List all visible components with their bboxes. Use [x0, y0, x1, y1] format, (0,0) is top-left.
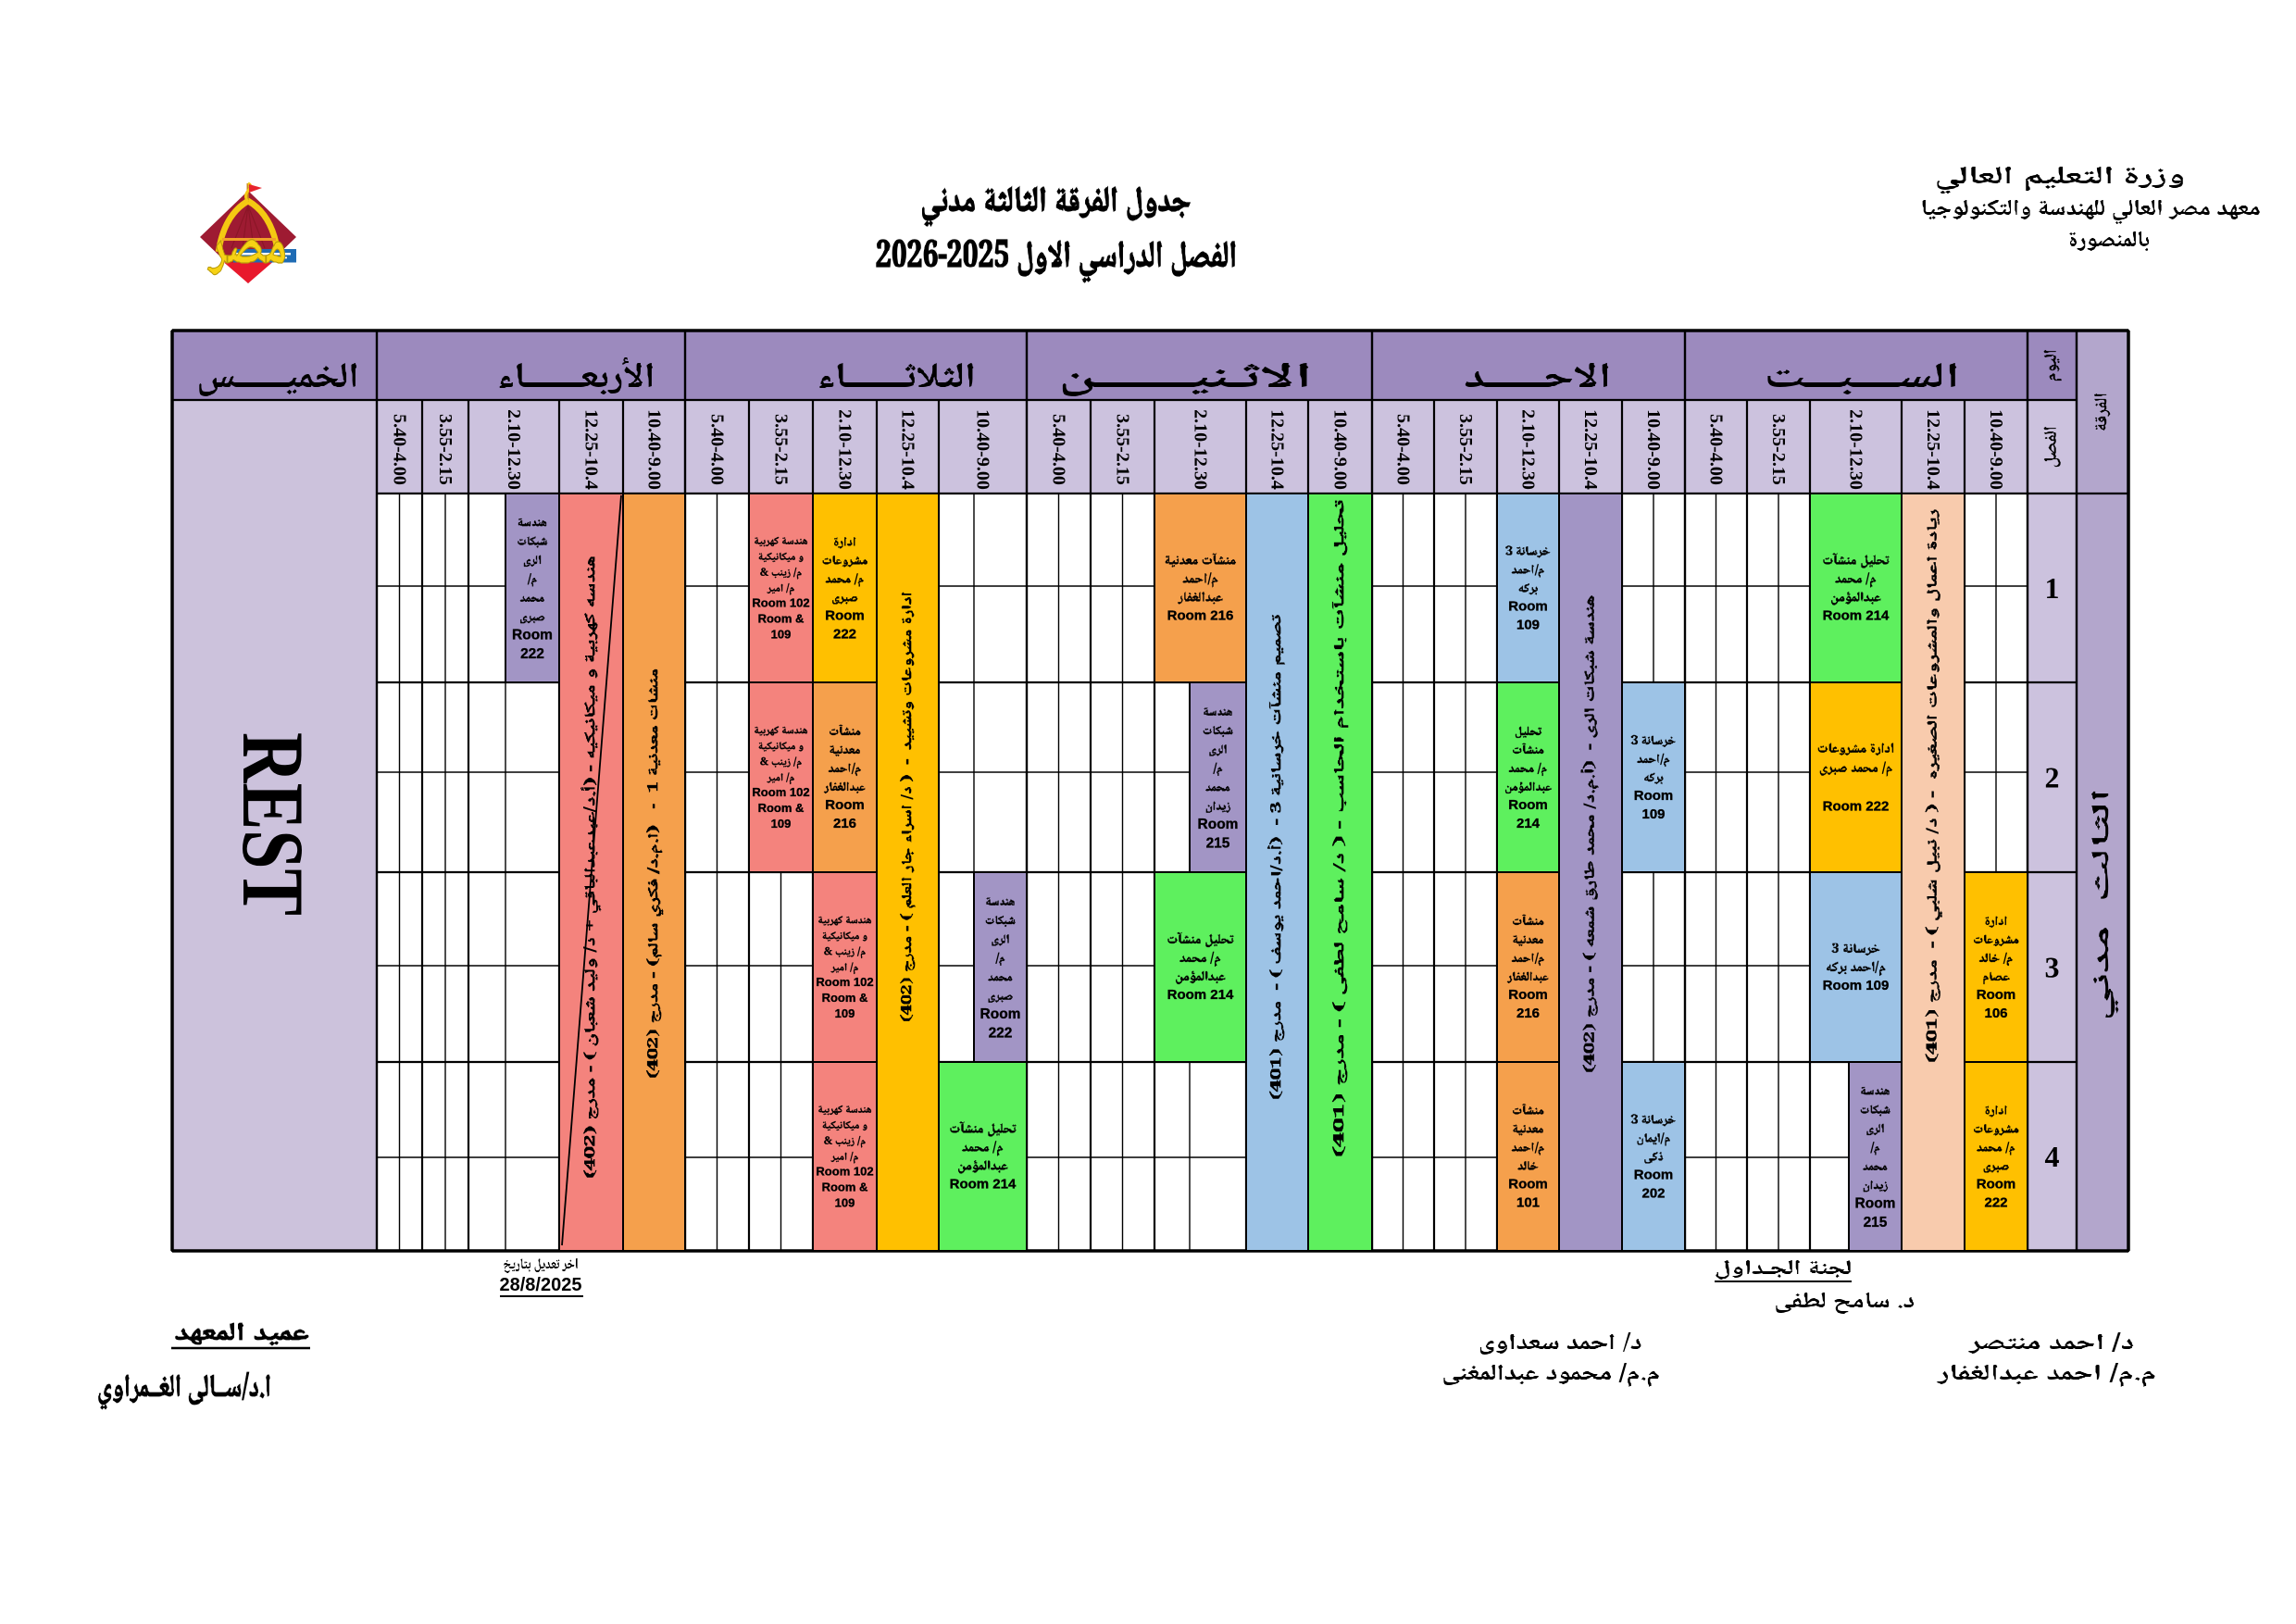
svg-text:Room 214: Room 214 [1167, 987, 1234, 1003]
svg-text:216: 216 [1516, 1006, 1540, 1021]
svg-text:Room &: Room & [758, 801, 805, 815]
svg-text:2: 2 [2045, 761, 2060, 794]
svg-text:10.40-9.00: 10.40-9.00 [1986, 409, 2006, 490]
svg-text:2.10-12.30: 2.10-12.30 [835, 409, 855, 490]
svg-text:10.40-9.00: 10.40-9.00 [1643, 409, 1664, 490]
svg-text:4: 4 [2045, 1140, 2060, 1173]
svg-text:1: 1 [2045, 571, 2060, 605]
svg-text:10.40-9.00: 10.40-9.00 [644, 409, 665, 490]
svg-text:3.55-2.15: 3.55-2.15 [771, 414, 792, 485]
svg-text:3.55-2.15: 3.55-2.15 [1768, 414, 1789, 485]
svg-text:Room 102: Room 102 [752, 785, 809, 799]
svg-text:101: 101 [1516, 1194, 1540, 1210]
svg-text:Room 102: Room 102 [752, 596, 809, 610]
svg-text:222: 222 [833, 626, 856, 642]
svg-text:109: 109 [771, 628, 792, 642]
svg-text:Room: Room [1634, 1167, 1674, 1182]
svg-text:Room: Room [825, 607, 865, 623]
svg-text:Room: Room [1634, 788, 1674, 804]
svg-text:Room: Room [512, 628, 553, 643]
svg-text:215: 215 [1206, 835, 1230, 851]
svg-text:109: 109 [835, 1006, 855, 1020]
svg-text:Room: Room [980, 1006, 1021, 1022]
svg-text:Room 216: Room 216 [1167, 607, 1234, 623]
svg-text:Room: Room [825, 797, 865, 813]
svg-text:Room &: Room & [822, 991, 868, 1005]
svg-text:Room &: Room & [758, 612, 805, 626]
svg-text:Room 109: Room 109 [1823, 978, 1890, 993]
svg-text:12.25-10.4: 12.25-10.4 [1580, 409, 1601, 490]
svg-text:2.10-12.30: 2.10-12.30 [1518, 409, 1539, 490]
svg-text:Room: Room [1508, 987, 1548, 1003]
svg-text:3: 3 [2045, 951, 2060, 984]
svg-text:Room: Room [1198, 817, 1239, 832]
svg-text:106: 106 [1984, 1006, 2007, 1021]
svg-text:Room: Room [1508, 1176, 1548, 1192]
svg-text:3.55-2.15: 3.55-2.15 [1455, 414, 1476, 485]
svg-text:2.10-12.30: 2.10-12.30 [1191, 409, 1211, 490]
svg-text:Room 102: Room 102 [816, 975, 873, 989]
svg-text:5.40-4.00: 5.40-4.00 [1706, 414, 1727, 485]
svg-text:109: 109 [1641, 806, 1665, 822]
svg-text:2.10-12.30: 2.10-12.30 [1846, 409, 1866, 490]
svg-text:202: 202 [1641, 1185, 1665, 1201]
svg-text:Room: Room [1508, 797, 1548, 813]
svg-text:10.40-9.00: 10.40-9.00 [973, 409, 993, 490]
svg-text:222: 222 [520, 646, 544, 662]
svg-text:Room 102: Room 102 [816, 1165, 873, 1179]
svg-text:REST: REST [224, 732, 322, 916]
svg-text:5.40-4.00: 5.40-4.00 [707, 414, 728, 485]
svg-text:109: 109 [1516, 617, 1540, 632]
svg-text:222: 222 [1984, 1194, 2007, 1210]
svg-text:3.55-2.15: 3.55-2.15 [435, 414, 455, 485]
svg-text:214: 214 [1516, 816, 1541, 831]
svg-text:Room: Room [1855, 1196, 1896, 1212]
svg-text:28/8/2025: 28/8/2025 [500, 1275, 582, 1295]
svg-text:222: 222 [989, 1025, 1013, 1041]
svg-text:12.25-10.4: 12.25-10.4 [898, 409, 918, 490]
svg-text:2.10-12.30: 2.10-12.30 [504, 409, 524, 490]
svg-text:12.25-10.4: 12.25-10.4 [1267, 409, 1288, 490]
svg-text:Room 214: Room 214 [950, 1176, 1017, 1192]
svg-text:Room &: Room & [822, 1181, 868, 1194]
svg-text:109: 109 [771, 817, 792, 831]
svg-text:10.40-9.00: 10.40-9.00 [1330, 409, 1351, 490]
svg-text:5.40-4.00: 5.40-4.00 [1393, 414, 1414, 485]
svg-text:109: 109 [835, 1196, 855, 1210]
svg-text:216: 216 [833, 816, 856, 831]
svg-text:215: 215 [1864, 1215, 1888, 1230]
svg-text:Room 214: Room 214 [1823, 607, 1890, 623]
svg-text:5.40-4.00: 5.40-4.00 [1049, 414, 1069, 485]
svg-text:3.55-2.15: 3.55-2.15 [1113, 414, 1133, 485]
svg-text:Room: Room [1977, 1176, 2016, 1192]
svg-text:Room: Room [1508, 598, 1548, 614]
svg-text:12.25-10.4: 12.25-10.4 [1923, 409, 1943, 490]
svg-text:5.40-4.00: 5.40-4.00 [390, 414, 410, 485]
svg-text:12.25-10.4: 12.25-10.4 [581, 409, 602, 490]
svg-text:Room: Room [1977, 987, 2016, 1003]
svg-text:Room 222: Room 222 [1823, 799, 1890, 815]
